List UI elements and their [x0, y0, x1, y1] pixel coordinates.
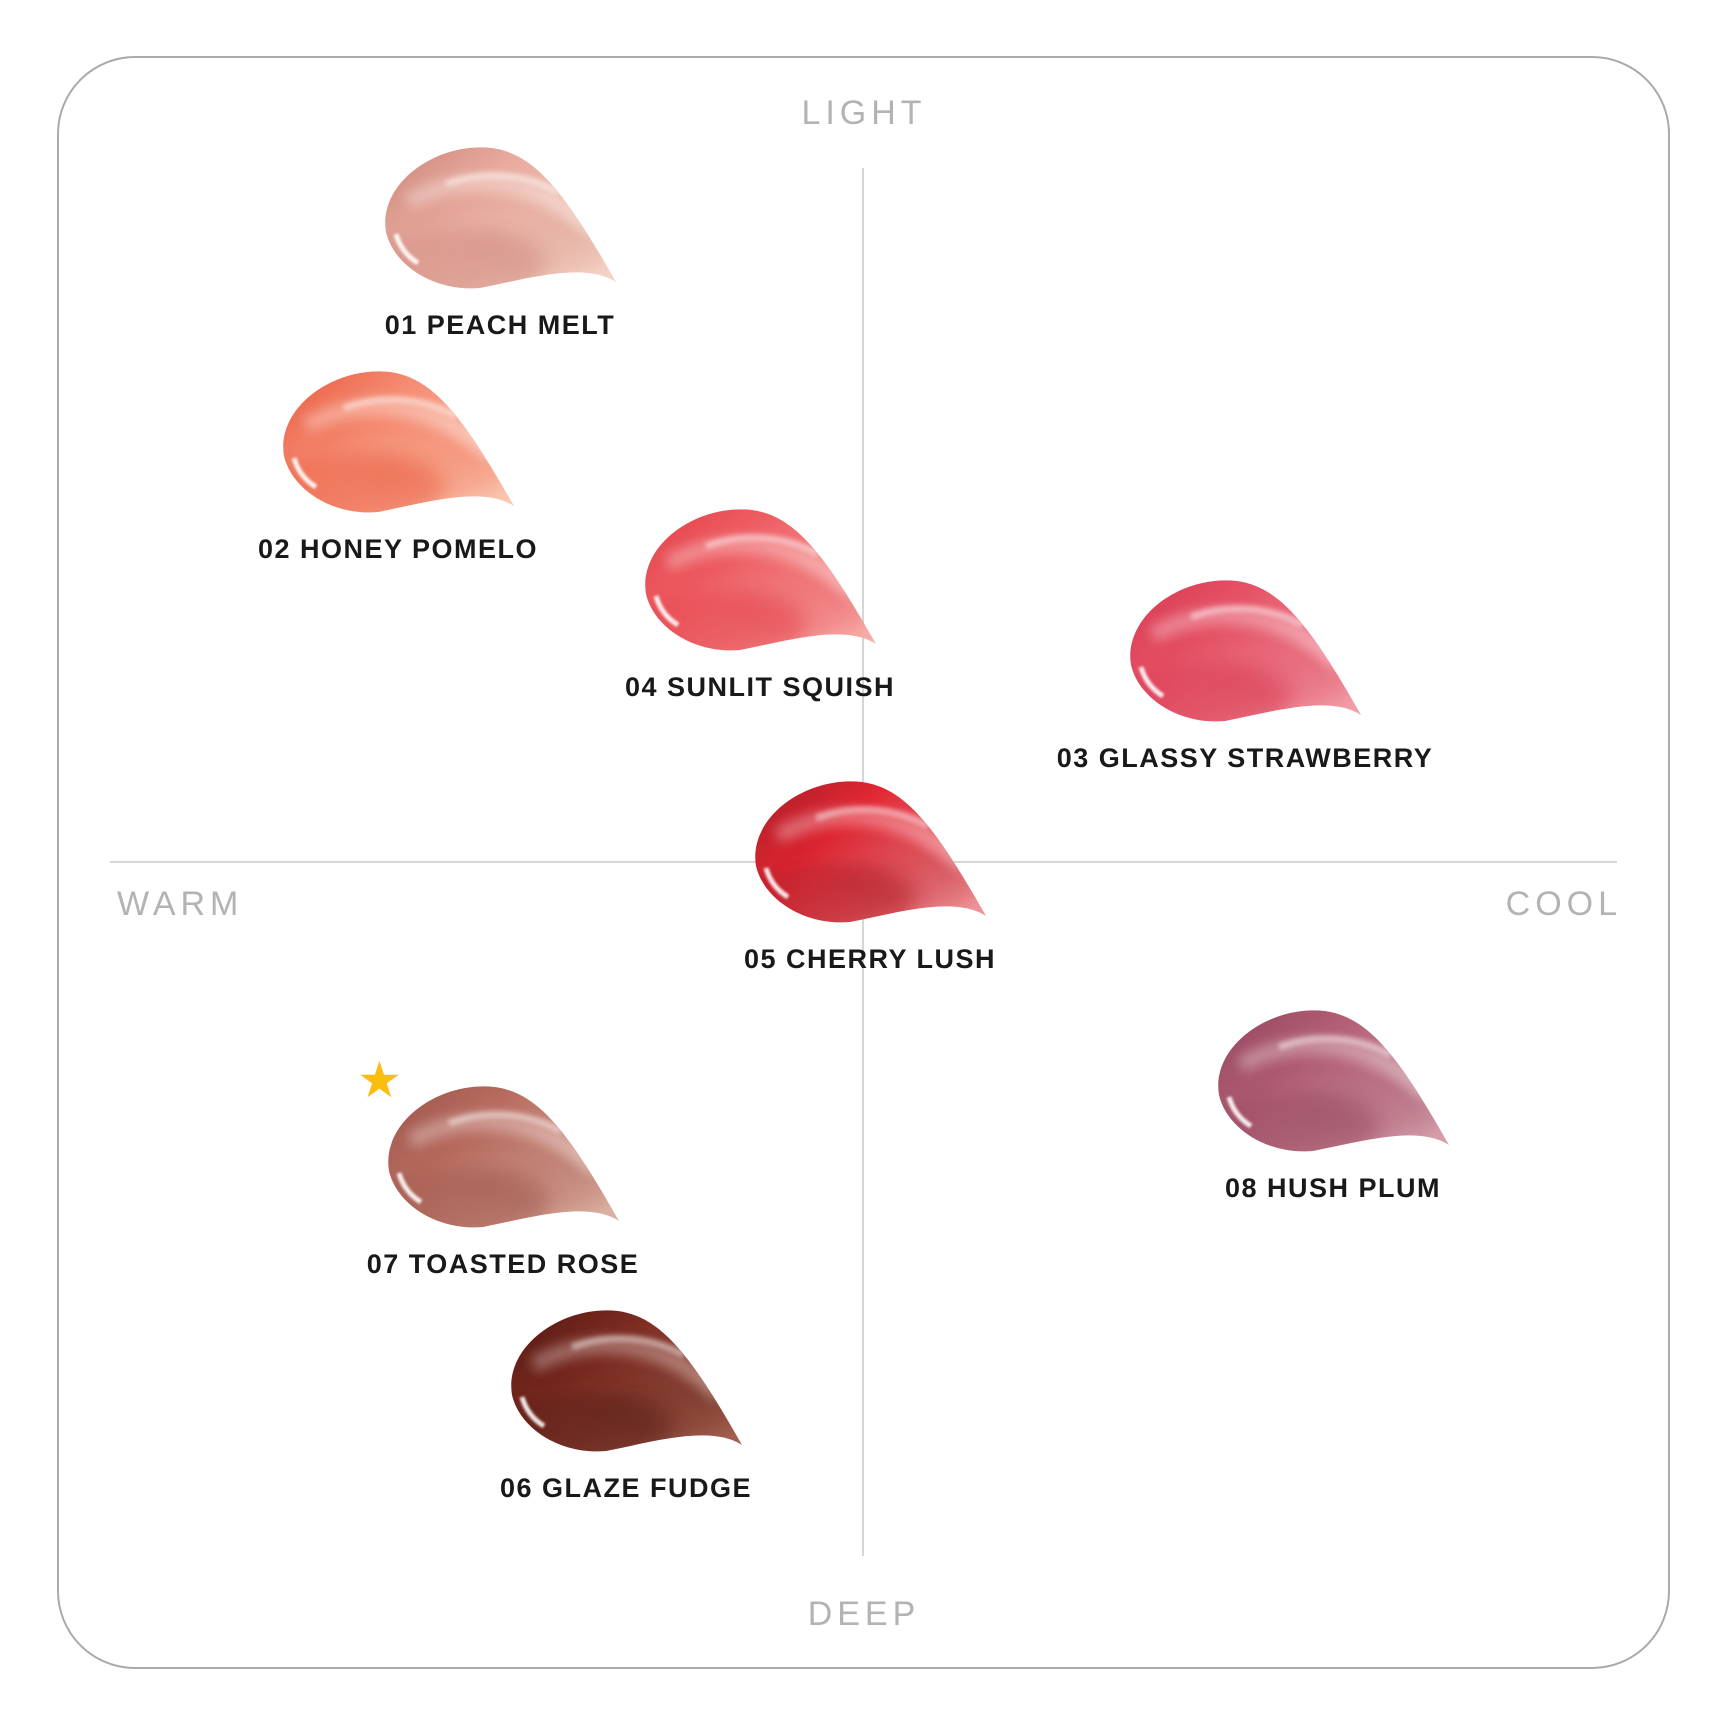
axis-label-light: LIGHT [801, 94, 927, 132]
swatch-label: 08 HUSH PLUM [1224, 1173, 1442, 1203]
axis-label-warm: WARM [117, 885, 244, 923]
swatch-label: 02 HONEY POMELO [257, 534, 539, 564]
swatch-01: 01 PEACH MELT [380, 144, 620, 339]
swatch-label: 07 TOASTED ROSE [366, 1249, 640, 1279]
star-icon: ★ [357, 1052, 402, 1108]
axis-label-cool: COOL [1505, 885, 1622, 923]
swatch-label: 03 GLASSY STRAWBERRY [1056, 743, 1434, 773]
chart-frame [57, 56, 1670, 1669]
swatch-07: ★ 07 TOASTED ROSE [357, 1055, 638, 1278]
swatch-label: 05 CHERRY LUSH [743, 944, 997, 974]
swatch-06: 06 GLAZE FUDGE [500, 1307, 751, 1502]
swatch-label: 01 PEACH MELT [384, 310, 616, 340]
swatch-label: 06 GLAZE FUDGE [499, 1473, 753, 1503]
swatch-05: 05 CHERRY LUSH [744, 778, 995, 973]
swatch-08: 08 HUSH PLUM [1213, 1007, 1453, 1202]
swatch-04: 04 SUNLIT SQUISH [625, 506, 894, 701]
axis-label-deep: DEEP [807, 1595, 921, 1633]
swatch-label: 04 SUNLIT SQUISH [624, 672, 896, 702]
swatch-02: 02 HONEY POMELO [258, 368, 537, 563]
swatch-03: 03 GLASSY STRAWBERRY [1057, 577, 1432, 772]
